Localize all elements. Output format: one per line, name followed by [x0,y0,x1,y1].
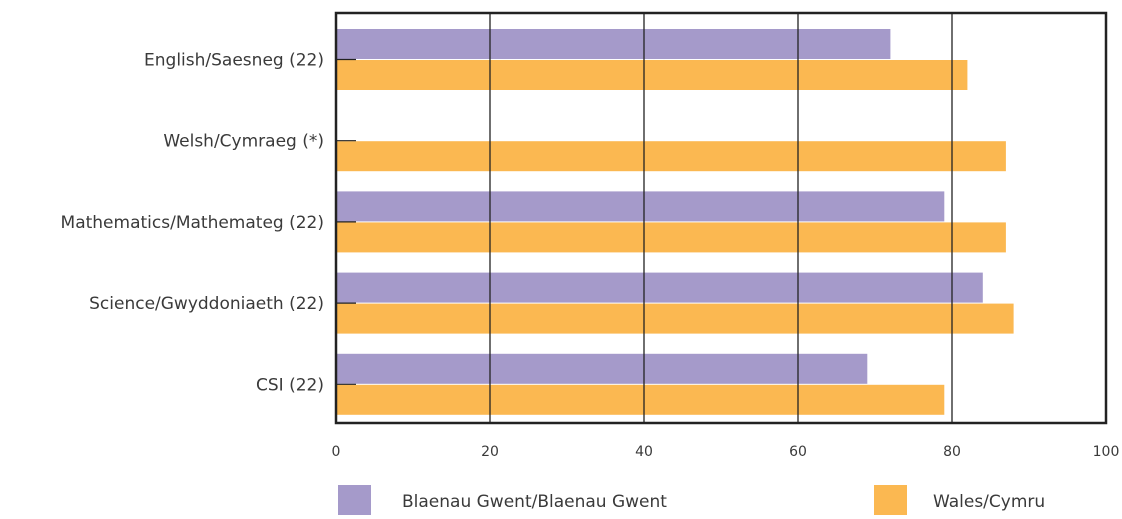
x-tick-label-100: 100 [1093,444,1120,460]
legend-swatch-blaenau-gwent [338,485,371,515]
category-label-3: Science/Gwyddoniaeth (22) [89,294,324,314]
category-label-2: Mathematics/Mathemateg (22) [61,213,324,233]
x-tick-label-80: 80 [943,444,961,460]
x-tick-label-20: 20 [481,444,499,460]
category-labels: English/Saesneg (22) Welsh/Cymraeg (*) Mat… [61,51,324,396]
legend-label-blaenau-gwent: Blaenau Gwent/Blaenau Gwent [402,492,667,512]
category-label-1: Welsh/Cymraeg (*) [163,132,324,152]
bar-blaenau-gwent-0 [336,29,891,59]
category-label-4: CSI (22) [256,375,324,395]
bar-wales-4 [336,384,945,415]
legend-swatch-wales [874,485,907,515]
x-tick-label-40: 40 [635,444,653,460]
bar-wales-3 [336,303,1014,334]
bar-wales-1 [336,141,1006,172]
gridlines [489,13,953,423]
x-tick-label-0: 0 [332,444,341,460]
category-label-0: English/Saesneg (22) [144,51,324,71]
bars-layer [336,29,1014,415]
x-tick-label-60: 60 [789,444,807,460]
legend-label-wales: Wales/Cymru [933,492,1045,512]
x-axis-tick-labels: 0 20 40 60 80 100 [332,444,1120,460]
bar-blaenau-gwent-3 [336,272,983,303]
category-ticks [336,58,356,385]
bar-wales-0 [336,60,968,90]
legend: Blaenau Gwent/Blaenau Gwent Wales/Cymru [338,485,1045,515]
bar-blaenau-gwent-2 [336,191,945,222]
plot-frame [334,11,1108,425]
bar-blaenau-gwent-4 [336,353,868,384]
bar-wales-2 [336,222,1006,253]
